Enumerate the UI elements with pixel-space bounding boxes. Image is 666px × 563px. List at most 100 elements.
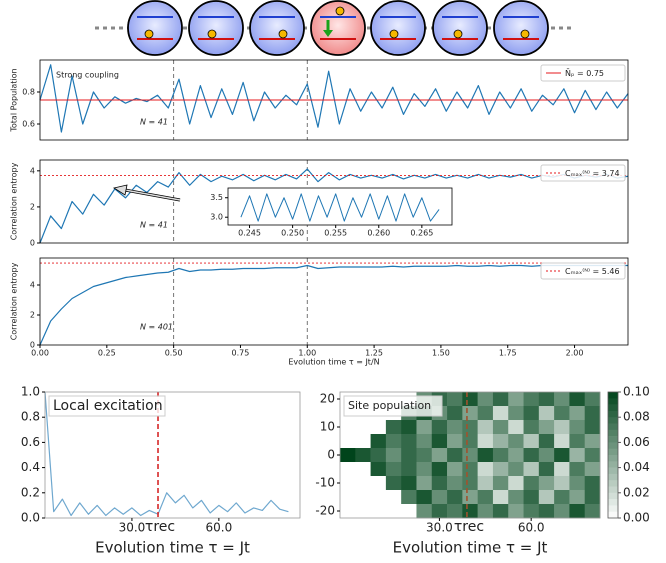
chain-diagram xyxy=(95,1,575,55)
heat-cell xyxy=(478,490,494,504)
heat-cell xyxy=(493,462,509,476)
heat-cell xyxy=(585,504,601,518)
heat-cell xyxy=(386,462,402,476)
heat-cell xyxy=(447,448,463,462)
heat-cell xyxy=(432,434,448,448)
heat-cell xyxy=(447,420,463,434)
colorbar-step xyxy=(608,487,618,494)
x-tick-label: 0.265 xyxy=(410,229,433,238)
heat-cell xyxy=(524,476,540,490)
figure: N̄ₚ = 0.750.60.8Total PopulationStrong c… xyxy=(0,0,666,563)
x-tick-label: 0.75 xyxy=(232,349,250,358)
heat-cell xyxy=(355,490,371,504)
colorbar-step xyxy=(608,455,618,462)
colorbar-step xyxy=(608,392,618,399)
y-tick-label: 2 xyxy=(30,311,35,320)
heat-cell xyxy=(432,504,448,518)
y-tick-label: 0 xyxy=(327,448,335,462)
heat-cell xyxy=(462,406,478,420)
excited-site xyxy=(311,1,365,55)
y-tick-label: 0.6 xyxy=(22,120,35,129)
y-tick-label: 4 xyxy=(30,281,35,290)
heat-cell xyxy=(371,462,387,476)
heat-cell xyxy=(524,448,540,462)
y-tick-label: 20 xyxy=(320,392,335,406)
heat-cell xyxy=(416,504,432,518)
legend-label: N̄ₚ = 0.75 xyxy=(565,68,604,78)
heat-cell xyxy=(340,434,356,448)
plot-background xyxy=(40,258,628,345)
heat-cell xyxy=(447,462,463,476)
y-tick-label: 0.8 xyxy=(22,88,35,97)
y-tick-label: 2 xyxy=(30,202,35,211)
heat-cell xyxy=(462,504,478,518)
y-tick-label: 10 xyxy=(320,420,335,434)
colorbar-step xyxy=(608,436,618,443)
heat-cell xyxy=(554,420,570,434)
heat-cell xyxy=(585,420,601,434)
heat-cell xyxy=(524,490,540,504)
heat-cell xyxy=(478,420,494,434)
heat-cell xyxy=(554,406,570,420)
heat-cell xyxy=(462,448,478,462)
heat-cell xyxy=(447,504,463,518)
heat-cell xyxy=(371,434,387,448)
heat-cell xyxy=(462,434,478,448)
heat-cell xyxy=(478,392,494,406)
heat-cell xyxy=(539,392,555,406)
heat-cell xyxy=(416,420,432,434)
x-tick-label: 0.00 xyxy=(31,349,49,358)
y-tick-label: -20 xyxy=(315,504,335,518)
recurrence-label: τrec xyxy=(145,519,175,535)
y-axis-label: Total Population xyxy=(10,68,19,132)
heat-cell xyxy=(524,462,540,476)
x-tick-label: 60.0 xyxy=(206,521,233,535)
colorbar-step xyxy=(608,480,618,487)
heat-cell xyxy=(478,434,494,448)
y-axis-label: Correlation entropy xyxy=(10,262,19,340)
y-tick-label: 3.0 xyxy=(210,213,223,222)
colorbar-step xyxy=(608,449,618,456)
y-tick-label: 3.5 xyxy=(210,193,223,202)
heat-cell xyxy=(416,462,432,476)
heat-cell xyxy=(569,406,585,420)
heat-cell xyxy=(355,462,371,476)
colorbar-step xyxy=(608,461,618,468)
heat-cell xyxy=(340,476,356,490)
system-size: N = 41 xyxy=(140,221,168,230)
site xyxy=(250,1,304,55)
colorbar-tick-label: 0.06 xyxy=(623,435,650,449)
heat-cell xyxy=(569,462,585,476)
heat-cell xyxy=(508,420,524,434)
panel: 0.000.020.040.060.080.10τrec-20-10010203… xyxy=(315,385,649,557)
heat-cell xyxy=(386,476,402,490)
x-axis-label: Evolution time τ = Jt/N xyxy=(288,358,379,367)
heat-cell xyxy=(447,392,463,406)
heat-cell xyxy=(539,448,555,462)
heat-cell xyxy=(386,490,402,504)
heat-cell xyxy=(539,504,555,518)
colorbar-step xyxy=(608,405,618,412)
colorbar-tick-label: 0.04 xyxy=(623,460,650,474)
heat-cell xyxy=(493,420,509,434)
heat-cell xyxy=(386,434,402,448)
system-size: N = 401 xyxy=(140,323,173,332)
y-tick-label: 0.0 xyxy=(21,511,40,525)
heat-cell xyxy=(355,504,371,518)
heat-cell xyxy=(447,490,463,504)
x-tick-label: 1.50 xyxy=(432,349,450,358)
heat-cell xyxy=(493,392,509,406)
heat-cell xyxy=(401,462,417,476)
heat-cell xyxy=(569,490,585,504)
annotation: Local excitation xyxy=(53,398,163,414)
heat-cell xyxy=(508,434,524,448)
y-tick-label: 4 xyxy=(30,166,35,175)
heat-cell xyxy=(462,476,478,490)
heat-cell xyxy=(371,448,387,462)
site xyxy=(371,1,425,55)
heat-cell xyxy=(508,392,524,406)
heat-cell xyxy=(432,490,448,504)
site xyxy=(494,1,548,55)
